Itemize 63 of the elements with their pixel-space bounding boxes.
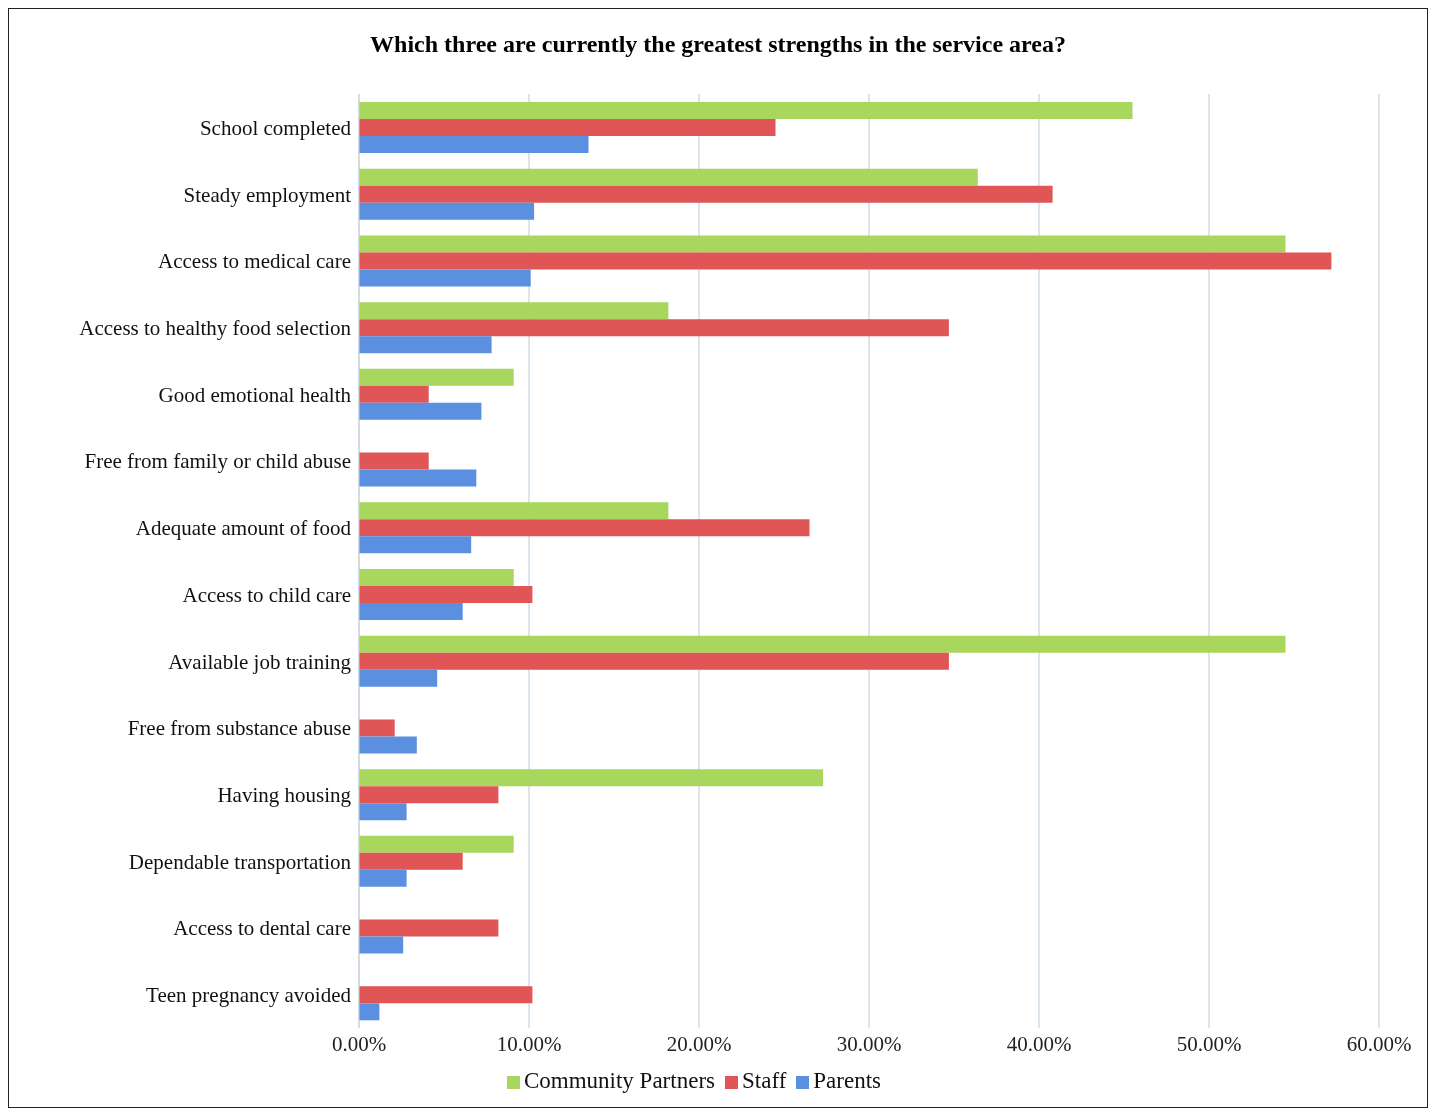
y-tick-label: Free from family or child abuse [84,449,351,474]
x-tick-label: 20.00% [666,1031,732,1056]
bar [359,402,482,420]
bar [359,936,404,954]
y-tick-label: Access to medical care [158,249,351,274]
bar [359,1003,380,1021]
bar [359,635,1286,653]
legend-label: Staff [742,1068,787,1093]
y-tick-label: Access to child care [182,582,351,607]
bar [359,569,514,587]
x-tick-label: 0.00% [331,1031,387,1056]
bar [359,252,1332,270]
bar [359,302,669,320]
y-tick-label: Access to healthy food selection [79,315,352,340]
y-tick-label: Dependable transportation [128,849,352,874]
bar [359,835,514,853]
bar [359,519,810,537]
legend-label: Community Partners [523,1068,715,1093]
x-tick-label: 60.00% [1346,1031,1412,1056]
bar [359,786,499,804]
y-tick-label: Access to dental care [173,916,351,941]
bar [359,102,1133,120]
bar [359,586,533,604]
bar [359,319,949,337]
bar [359,803,407,821]
y-tick-label: Adequate amount of food [135,516,352,541]
bar [359,719,395,737]
x-tick-label: 30.00% [836,1031,902,1056]
bar [359,769,824,787]
bar [359,652,949,670]
bar [359,202,535,220]
bar [359,852,463,870]
y-tick-label: Available job training [168,649,352,674]
bar [359,136,589,154]
bar [359,869,407,887]
x-tick-label: 40.00% [1006,1031,1072,1056]
legend-label: Parents [813,1068,882,1093]
y-tick-label: Free from substance abuse [127,716,351,741]
bar [359,469,477,487]
bar [359,502,669,520]
y-tick-label: School completed [199,115,352,140]
y-tick-label: Having housing [217,782,352,807]
bar [359,452,429,470]
bar [359,336,492,354]
bar [359,368,514,386]
chart-title: Which three are currently the greatest strengths in the service area? [369,30,1067,59]
bar [359,736,417,754]
bar [359,986,533,1004]
bar [359,603,463,621]
bar [359,536,472,554]
bar [359,119,776,137]
bar [359,235,1286,253]
bar [359,919,499,937]
bar [359,269,531,287]
bar [359,385,429,403]
y-tick-label: Steady employment [183,182,352,207]
y-tick-label: Good emotional health [158,382,352,407]
x-tick-label: 10.00% [496,1031,562,1056]
bar [359,185,1053,203]
x-tick-label: 50.00% [1176,1031,1242,1056]
bar [359,669,438,687]
bar [359,168,978,186]
y-tick-label: Teen pregnancy avoided [146,983,352,1008]
